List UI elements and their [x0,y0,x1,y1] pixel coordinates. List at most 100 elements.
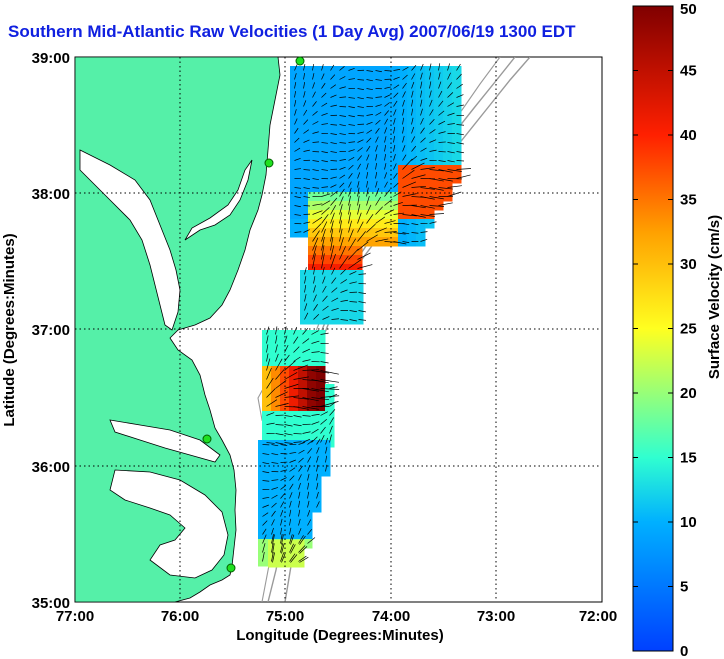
velocity-cell [416,120,426,130]
velocity-vector [366,154,370,161]
velocity-vector [313,276,316,284]
velocity-cell [308,75,318,85]
colorbar-tick-label: 5 [680,579,688,596]
velocity-vector [311,388,329,393]
velocity-vector [302,338,310,344]
velocity-cell [298,330,308,340]
velocity-vector [312,223,322,233]
velocity-cell [299,120,309,130]
velocity-vector [348,220,352,233]
velocity-vector [348,124,356,126]
velocity-vector [349,301,358,303]
velocity-vector [281,534,284,545]
velocity-vector [358,292,366,294]
velocity-cell [317,84,327,94]
velocity-cell [318,270,328,280]
velocity-vector [325,437,328,445]
velocity-vector [298,465,303,472]
velocity-vector [331,308,339,311]
velocity-vector [284,424,293,427]
velocity-vector [311,413,320,416]
velocity-vector [420,231,428,233]
velocity-cell [290,93,300,103]
velocity-vector [289,459,296,463]
velocity-vector [375,187,380,197]
velocity-vector [284,383,299,389]
velocity-vector [339,255,349,269]
velocity-cell [407,138,417,148]
colorbar-tick-label: 0 [680,643,688,659]
velocity-cell [371,210,381,220]
velocity-cell [258,548,268,558]
velocity-vector [298,555,307,562]
velocity-vector [366,234,378,242]
velocity-cell [312,503,322,513]
velocity-cell [416,129,426,139]
velocity-vector [330,84,336,89]
velocity-vector [289,451,297,454]
velocity-vector [321,64,324,71]
velocity-cell [344,165,354,175]
velocity-vector [348,157,355,161]
velocity-vector [348,97,356,99]
velocity-vector [358,319,366,321]
velocity-vector [262,543,266,553]
velocity-vector [294,147,301,152]
y-tick-label: 38:00 [32,186,70,203]
velocity-vector [329,386,338,389]
velocity-vector [411,185,426,188]
velocity-vector [447,92,454,98]
velocity-cell [407,93,417,103]
velocity-vector [298,474,302,481]
velocity-vector [330,104,337,107]
velocity-vector [316,473,319,481]
velocity-vector [280,453,288,455]
velocity-vector [262,504,269,508]
velocity-vector [384,70,392,72]
velocity-vector [313,267,316,275]
velocity-vector [348,203,351,215]
x-tick-label: 73:00 [477,608,515,625]
velocity-cell [308,228,318,238]
velocity-vector [331,287,338,293]
velocity-vector [312,91,316,98]
velocity-vector [438,72,441,80]
velocity-vector [366,114,373,116]
velocity-cell [326,255,336,265]
velocity-vector [339,174,346,179]
velocity-vector [366,172,369,179]
velocity-vector [312,245,317,260]
colorbar-tick-label: 45 [680,63,697,80]
velocity-vector [271,453,279,456]
velocity-vector [275,344,278,353]
velocity-cell [294,521,304,531]
velocity-vector [348,195,351,206]
velocity-vector [366,121,373,125]
velocity-vector [411,65,417,71]
velocity-cell [294,458,304,468]
velocity-vector [320,379,340,383]
velocity-vector [429,99,433,107]
velocity-vector [420,167,435,170]
velocity-cell [398,138,408,148]
velocity-vector [293,376,309,380]
velocity-vector [289,527,292,535]
velocity-vector [275,326,278,335]
colorbar-tick-label: 30 [680,256,697,273]
velocity-vector [312,131,319,134]
velocity-vector [348,181,352,188]
velocity-vector [280,552,285,562]
velocity-vector [429,63,432,71]
velocity-vector [321,193,331,197]
velocity-cell [258,521,268,531]
velocity-vector [402,99,405,107]
velocity-vector [348,115,355,118]
velocity-vector [330,220,334,233]
radar-station-marker [264,158,274,168]
velocity-vector [289,500,292,508]
velocity-vector [330,236,334,251]
velocity-vector [304,285,307,293]
velocity-vector [321,82,326,89]
velocity-vector [366,187,369,197]
velocity-vector [311,379,329,384]
